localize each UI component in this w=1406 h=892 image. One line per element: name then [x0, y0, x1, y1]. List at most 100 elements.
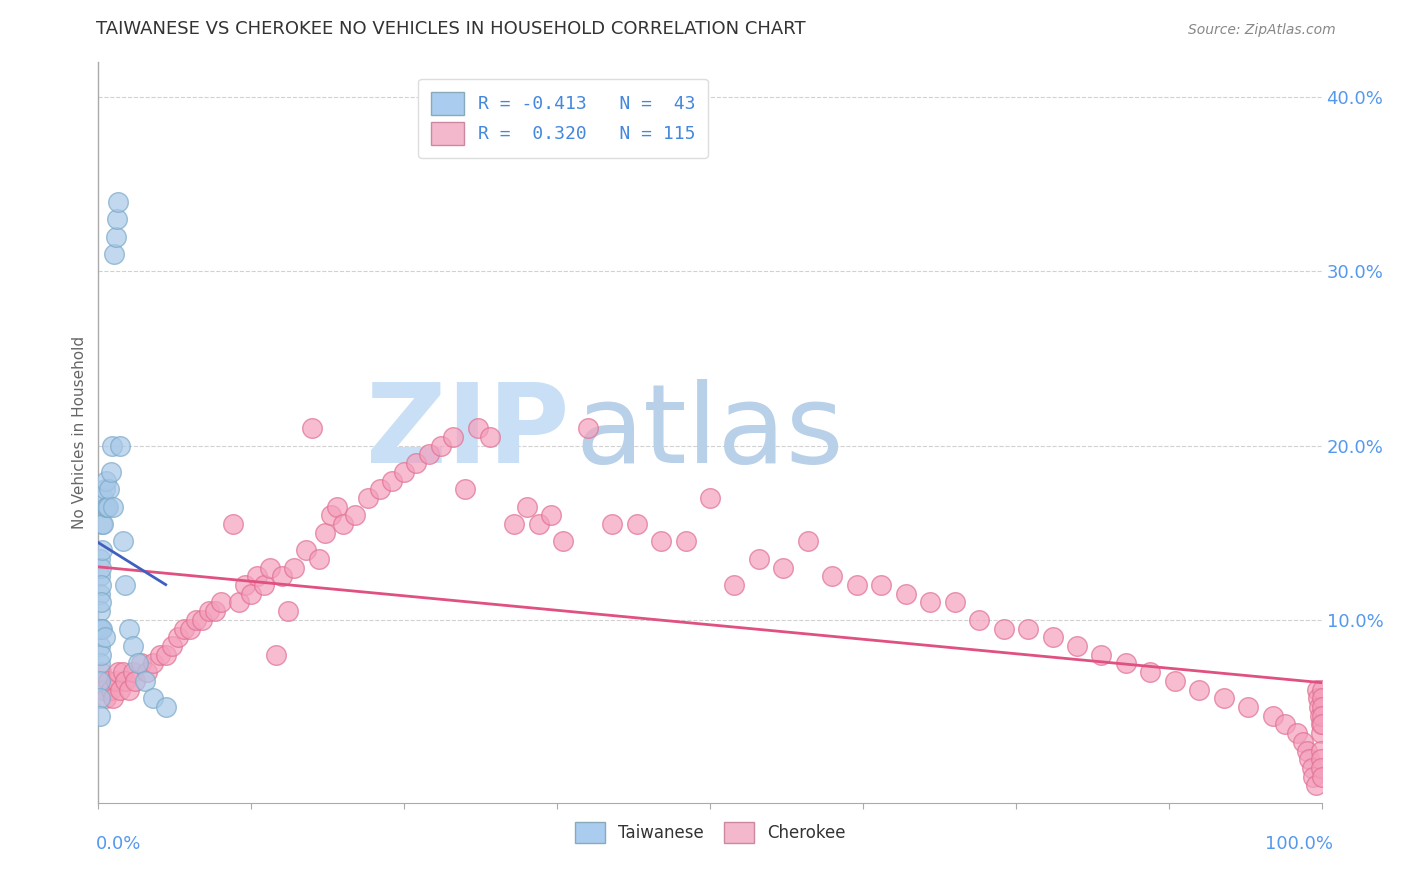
Point: [270, 569, 294, 583]
Point: [91, 682, 114, 697]
Point: [319, 508, 342, 523]
Point: [1042, 630, 1064, 644]
Point: [111, 534, 134, 549]
Point: [772, 560, 794, 574]
Point: [1017, 622, 1039, 636]
Text: 0.0%: 0.0%: [96, 835, 141, 853]
Point: [94, 474, 117, 488]
Point: [1305, 778, 1327, 792]
Point: [1274, 717, 1296, 731]
Point: [186, 613, 208, 627]
Point: [91, 622, 114, 636]
Point: [920, 595, 942, 609]
Point: [222, 517, 245, 532]
Point: [1306, 682, 1329, 697]
Point: [356, 491, 378, 505]
Point: [89, 552, 111, 566]
Point: [89, 708, 111, 723]
Point: [90, 622, 112, 636]
Point: [699, 491, 721, 505]
Point: [1237, 700, 1260, 714]
Point: [142, 691, 165, 706]
Point: [101, 691, 124, 706]
Point: [748, 552, 770, 566]
Point: [797, 534, 820, 549]
Point: [209, 595, 232, 609]
Point: [110, 439, 132, 453]
Point: [197, 604, 219, 618]
Point: [308, 552, 330, 566]
Text: Source: ZipAtlas.com: Source: ZipAtlas.com: [1188, 23, 1336, 37]
Point: [204, 604, 226, 618]
Point: [1090, 648, 1112, 662]
Point: [93, 482, 115, 496]
Point: [943, 595, 966, 609]
Point: [441, 430, 464, 444]
Point: [1115, 657, 1137, 671]
Point: [1306, 691, 1329, 706]
Point: [89, 569, 111, 583]
Point: [89, 622, 111, 636]
Legend: Taiwanese, Cherokee: Taiwanese, Cherokee: [568, 815, 852, 850]
Text: ZIP: ZIP: [366, 379, 569, 486]
Point: [1310, 752, 1333, 766]
Point: [894, 587, 917, 601]
Point: [626, 517, 648, 532]
Point: [1286, 726, 1309, 740]
Point: [1298, 752, 1320, 766]
Point: [240, 587, 263, 601]
Point: [118, 682, 141, 697]
Point: [392, 465, 416, 479]
Point: [1302, 770, 1324, 784]
Point: [96, 500, 118, 514]
Point: [107, 194, 129, 209]
Point: [332, 517, 354, 532]
Point: [576, 421, 599, 435]
Point: [101, 500, 124, 514]
Point: [314, 525, 336, 540]
Point: [155, 648, 177, 662]
Text: TAIWANESE VS CHEROKEE NO VEHICLES IN HOUSEHOLD CORRELATION CHART: TAIWANESE VS CHEROKEE NO VEHICLES IN HOU…: [96, 20, 806, 37]
Point: [91, 491, 114, 505]
Point: [430, 439, 453, 453]
Point: [94, 691, 117, 706]
Point: [94, 500, 117, 514]
Point: [97, 500, 120, 514]
Point: [1310, 770, 1333, 784]
Point: [127, 657, 149, 671]
Point: [160, 639, 183, 653]
Point: [1066, 639, 1088, 653]
Point: [173, 622, 195, 636]
Point: [89, 691, 111, 706]
Point: [1139, 665, 1161, 680]
Point: [600, 517, 623, 532]
Point: [93, 630, 115, 644]
Point: [478, 430, 501, 444]
Point: [252, 578, 274, 592]
Point: [295, 543, 318, 558]
Point: [149, 648, 172, 662]
Point: [515, 500, 537, 514]
Point: [1310, 743, 1333, 757]
Point: [233, 578, 256, 592]
Point: [167, 630, 190, 644]
Point: [467, 421, 489, 435]
Point: [418, 447, 440, 461]
Point: [650, 534, 672, 549]
Point: [381, 474, 404, 488]
Point: [90, 578, 112, 592]
Point: [540, 508, 562, 523]
Point: [967, 613, 990, 627]
Text: atlas: atlas: [575, 379, 844, 486]
Point: [121, 665, 143, 680]
Point: [1310, 708, 1333, 723]
Point: [100, 682, 122, 697]
Point: [283, 560, 305, 574]
Point: [675, 534, 697, 549]
Point: [89, 604, 111, 618]
Point: [142, 657, 165, 671]
Point: [454, 482, 477, 496]
Point: [527, 517, 550, 532]
Point: [114, 578, 136, 592]
Point: [110, 682, 132, 697]
